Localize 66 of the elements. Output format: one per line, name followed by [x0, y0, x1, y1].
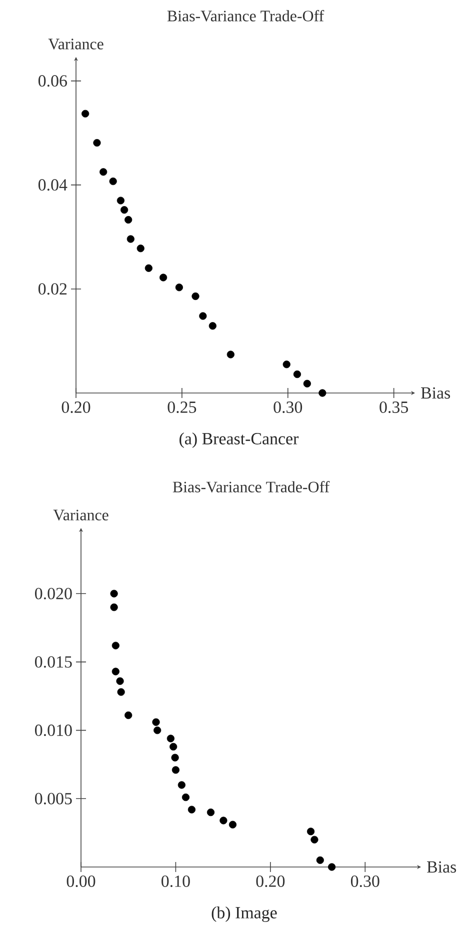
point: [199, 312, 207, 320]
point: [144, 264, 152, 272]
point: [124, 711, 132, 720]
point: [154, 726, 162, 734]
point: [159, 274, 168, 282]
point: [120, 206, 128, 214]
y-axis-title: Variance: [48, 38, 104, 50]
point: [318, 389, 326, 397]
point: [282, 360, 290, 368]
point: [124, 216, 132, 224]
chart-title: Bias-Variance Trade-Off: [172, 481, 330, 492]
point: [175, 284, 183, 292]
x-tick-label: 0.35: [380, 402, 408, 414]
point: [171, 754, 179, 762]
point: [166, 734, 174, 742]
x-tick-label: 0.25: [168, 402, 196, 414]
y-axis-title: Variance: [53, 510, 108, 520]
point: [126, 235, 134, 243]
point: [220, 816, 228, 824]
y-tick-label: 0.010: [35, 724, 72, 736]
point: [178, 781, 186, 789]
y-tick-label: 0.04: [38, 179, 68, 191]
x-tick-label: 0.20: [256, 876, 285, 888]
point: [188, 806, 196, 814]
point: [306, 828, 315, 836]
x-tick-label: 0.20: [62, 402, 90, 414]
point: [116, 196, 125, 204]
point: [110, 603, 118, 612]
point: [100, 168, 108, 176]
point: [192, 292, 200, 300]
point: [110, 590, 118, 598]
point: [172, 766, 180, 774]
text: (b) Image: [212, 906, 277, 922]
x-tick-label: 0.10: [162, 876, 190, 888]
y-tick-label: 0.06: [38, 75, 67, 87]
point: [93, 139, 101, 147]
point: [117, 688, 125, 696]
x-tick-label: 0.30: [274, 402, 302, 414]
point: [112, 642, 120, 650]
point: [328, 863, 336, 871]
x-tick-label: 0.30: [350, 876, 380, 888]
x-axis-title: Bias: [427, 861, 456, 873]
point: [208, 322, 216, 330]
text: (a) Breast-Cancer: [180, 432, 299, 448]
x-axis-title: Bias: [421, 387, 450, 399]
point: [82, 110, 90, 118]
point: [136, 244, 144, 252]
y-tick-label: 0.015: [35, 656, 72, 668]
point: [109, 178, 117, 186]
point: [228, 820, 237, 828]
y-tick-label: 0.020: [35, 588, 72, 600]
y-tick-label: 0.005: [35, 792, 72, 804]
point: [293, 370, 301, 378]
point: [112, 668, 120, 676]
point: [310, 836, 318, 844]
y-tick-label: 0.02: [38, 283, 67, 295]
point: [226, 350, 234, 358]
point: [206, 808, 215, 816]
point: [116, 677, 124, 685]
point: [303, 380, 311, 388]
point: [170, 742, 178, 751]
point: [182, 793, 190, 802]
x-tick-label: 0.00: [66, 876, 96, 888]
chart-title: Bias-Variance Trade-Off: [167, 10, 324, 22]
point: [316, 856, 324, 864]
point: [152, 718, 160, 726]
